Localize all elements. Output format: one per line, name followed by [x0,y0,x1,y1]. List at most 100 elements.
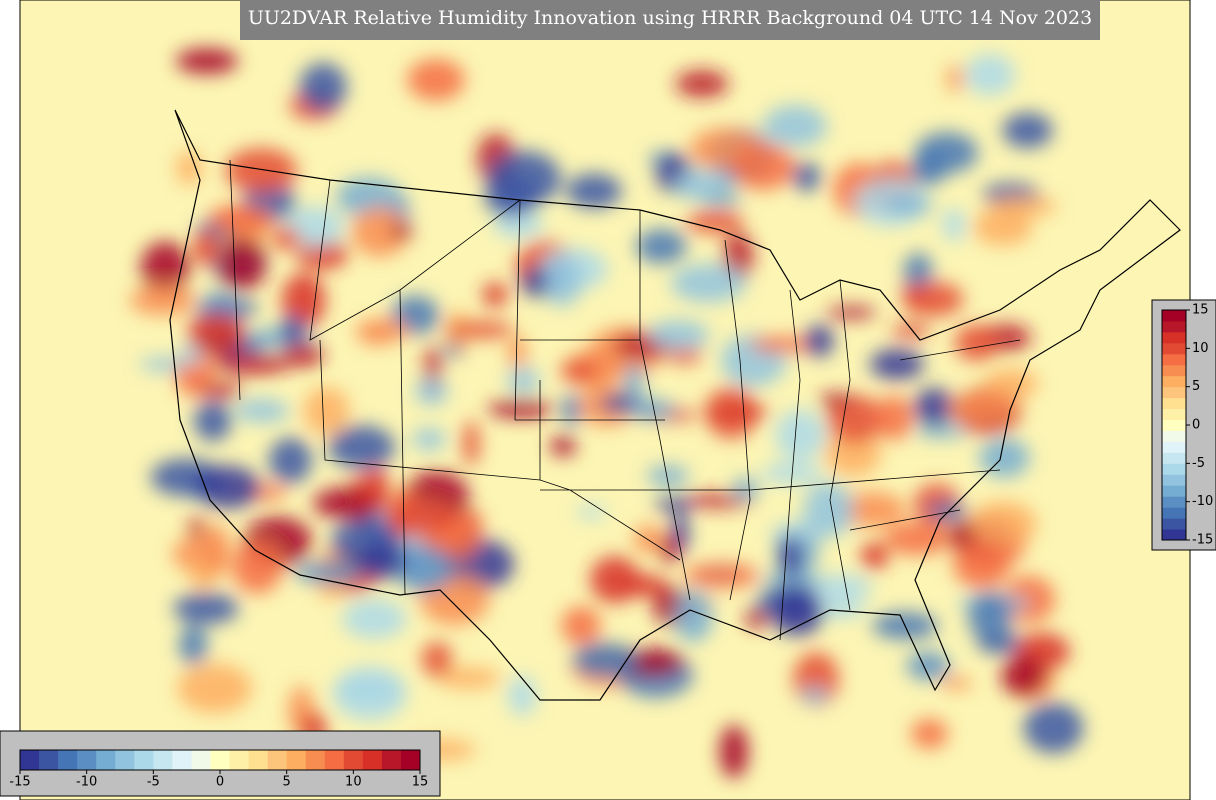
humidity-blob [954,324,999,362]
colorbar-segment [343,750,364,770]
humidity-blob [914,425,969,439]
humidity-blob [493,210,544,239]
humidity-blob [884,522,950,556]
humidity-blob [1002,112,1053,149]
humidity-blob [670,263,747,303]
humidity-blob [654,497,695,512]
tick-label: 5 [1192,379,1200,394]
colorbar-segment [248,750,269,770]
colorbar-segment [324,750,345,770]
humidity-blob [549,436,577,457]
colorbar-segment [39,750,59,770]
humidity-blob [268,437,312,484]
humidity-blob [804,324,834,358]
colorbar-segment [362,750,383,770]
colorbar-segment [1162,310,1186,322]
humidity-blob [572,642,638,678]
humidity-blob [745,608,768,629]
country-outline [169,109,1181,701]
humidity-blob [482,282,508,308]
tick-label: 0 [216,775,224,790]
colorbar-segment [77,750,97,770]
colorbar-segment [1162,386,1186,399]
humidity-blob [303,387,350,435]
humidity-blob [390,225,414,239]
humidity-blob [686,210,744,234]
humidity-blob [1002,575,1055,624]
humidity-blob [964,53,1015,96]
colorbar-segment [20,750,40,770]
humidity-blob [561,606,601,646]
humidity-blob [173,592,239,625]
humidity-blob [507,367,540,393]
humidity-blob [436,667,501,689]
humidity-blob [280,314,306,345]
humidity-blob [647,465,689,486]
humidity-blob [486,150,561,206]
colorbar-segment [400,750,421,770]
humidity-blob [271,226,301,251]
humidity-blob [969,501,1037,546]
humidity-blob [203,523,230,578]
colorbar-segment [172,750,192,770]
humidity-blob [217,237,267,291]
humidity-blob [442,344,463,358]
humidity-blob [444,320,515,339]
tick-label: -5 [147,775,160,790]
humidity-blob [948,392,1021,423]
tick-label: -10 [76,775,97,790]
humidity-blob [673,590,713,643]
title-box [240,0,1100,40]
humidity-blob [659,534,679,565]
humidity-blob [195,465,260,509]
humidity-blob [874,395,913,441]
colorbar-segment [1162,375,1186,388]
tick-label: 15 [412,775,429,790]
humidity-blob [412,427,446,451]
humidity-blob [826,306,877,319]
humidity-blob [394,545,454,592]
humidity-blob [989,196,1058,217]
colorbar-segment [1162,419,1186,431]
colorbar-segment [381,750,402,770]
humidity-blob [507,675,537,716]
humidity-blob [407,58,465,101]
humidity-blob [361,467,390,511]
humidity-blob [633,524,664,554]
humidity-blob [979,437,1030,478]
humidity-blob [1023,702,1084,754]
humidity-blob [730,143,795,190]
colorbar-segment [58,750,78,770]
humidity-blob [967,592,1013,642]
humidity-blob [939,677,973,690]
tick-label: -5 [1192,456,1205,471]
humidity-blob [803,482,854,538]
humidity-blob [666,346,702,364]
humidity-blob [293,561,362,584]
colorbar-segment [115,750,135,770]
colorbar-segment [267,750,288,770]
humidity-blob [749,336,814,354]
humidity-blob [818,393,854,407]
tick-label: -15 [1192,533,1213,548]
humidity-blob [927,502,968,520]
colorbar-segment [1162,364,1186,377]
colorbar-segment [1162,320,1186,333]
humidity-blob [860,541,889,570]
humidity-blob [188,516,205,539]
colorbar-segment [1162,342,1186,355]
humidity-blob [682,493,754,508]
tick-label: -15 [9,775,30,790]
humidity-blob [415,378,448,406]
humidity-blob [759,572,824,585]
colorbar-segment [96,750,116,770]
tick-label: -10 [1192,494,1213,509]
humidity-blob [627,398,675,420]
humidity-blob [384,499,457,535]
humidity-blob [562,392,581,427]
humidity-blob [826,394,884,444]
humidity-blob [281,273,326,329]
humidity-blob [909,151,947,186]
tick-label: 10 [1192,341,1209,356]
